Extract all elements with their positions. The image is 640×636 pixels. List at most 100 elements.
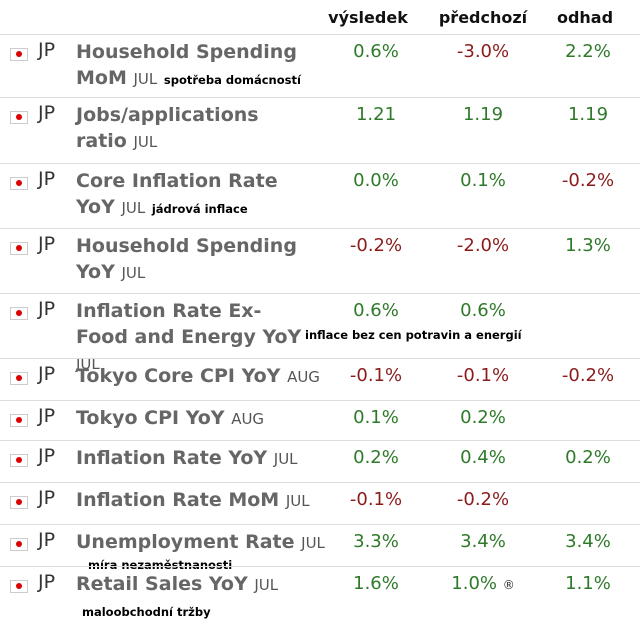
previous-value: -3.0%	[456, 41, 510, 62]
actual-value: -0.2%	[349, 235, 403, 256]
value-cell: 2.2%	[565, 41, 611, 62]
actual-value: 0.6%	[353, 300, 399, 321]
period: JUL	[133, 70, 158, 88]
column-header: výsledek	[328, 8, 408, 27]
previous-value: -2.0%	[456, 235, 510, 256]
country-code: JP	[38, 529, 56, 551]
value-cell: -0.2%	[562, 170, 614, 191]
value-cell: 1.0% ®	[451, 573, 514, 594]
actual-value: 0.1%	[353, 407, 399, 428]
period: JUL	[301, 534, 325, 552]
column-header: předchozí	[438, 8, 528, 27]
indicator-name: Household Spending MoM JUL spotřeba domá…	[76, 39, 306, 93]
value-cell: 1.6%	[353, 573, 399, 594]
value-cell: 0.6%	[353, 300, 399, 321]
period: JUL	[273, 450, 298, 468]
indicator-title: Inflation Rate Ex-Food and Energy YoY	[76, 300, 302, 348]
table-row: JP Retail Sales YoY JUL maloobchodní tržby…	[0, 566, 640, 636]
period: JUL	[121, 199, 146, 217]
value-cell: 1.21	[356, 104, 396, 125]
period: JUL	[76, 355, 100, 373]
column-header: odhad	[556, 8, 614, 27]
table-row: JP Household Spending MoM JUL spotřeba do…	[0, 34, 640, 98]
value-cell: 0.6%	[460, 300, 506, 321]
indicator-name: Jobs/applications ratio JUL	[76, 102, 316, 155]
country-code: JP	[38, 39, 56, 61]
value-cell: 0.2%	[353, 447, 399, 468]
value-cell: 0.2%	[565, 447, 611, 468]
value-cell: 0.1%	[460, 170, 506, 191]
forecast-value: 1.3%	[565, 235, 611, 256]
previous-value: -0.1%	[456, 365, 510, 386]
indicator-title: Inflation Rate YoY	[76, 447, 268, 469]
flag-icon	[10, 111, 28, 124]
forecast-value: 1.19	[567, 104, 609, 125]
indicator-name: Inflation Rate Ex-Food and Energy YoY JU…	[76, 298, 306, 377]
actual-value: 3.3%	[353, 531, 399, 552]
flag-icon	[10, 496, 28, 509]
indicator-name: Tokyo Core CPI YoY AUG	[76, 363, 406, 390]
value-cell: -0.1%	[350, 365, 402, 386]
country-code: JP	[38, 487, 56, 509]
indicator-name: Inflation Rate MoM JUL	[76, 487, 406, 514]
actual-value: -0.1%	[349, 365, 403, 386]
previous-value: 3.4%	[460, 531, 506, 552]
previous-value: 0.1%	[460, 170, 506, 191]
value-cell: 3.4%	[565, 531, 611, 552]
forecast-value: 3.4%	[565, 531, 611, 552]
forecast-value: -0.2%	[561, 365, 615, 386]
note: maloobchodní tržby	[82, 605, 211, 619]
actual-value: 0.0%	[353, 170, 399, 191]
country-code: JP	[38, 233, 56, 255]
value-cell: -0.1%	[350, 489, 402, 510]
actual-value: -0.1%	[349, 489, 403, 510]
indicator-name: Household Spending YoY JUL	[76, 233, 306, 286]
previous-value: 1.0%	[451, 573, 497, 594]
value-cell: 0.4%	[460, 447, 506, 468]
indicator-title: Household Spending MoM	[76, 41, 297, 89]
period: JUL	[133, 133, 158, 151]
flag-icon	[10, 48, 28, 61]
indicator-title: Jobs/applications ratio	[76, 104, 259, 152]
table-row: JP Tokyo CPI YoY AUG 0.1% 0.2%	[0, 400, 640, 441]
value-cell: 0.2%	[460, 407, 506, 428]
previous-value: -0.2%	[456, 489, 510, 510]
indicator-title: Household Spending YoY	[76, 235, 297, 283]
value-cell: 1.19	[463, 104, 503, 125]
previous-value: 0.2%	[460, 407, 506, 428]
revised-mark: ®	[502, 578, 515, 592]
table-row: JP Unemployment Rate JUL míra nezaměstnano…	[0, 524, 640, 572]
period: AUG	[287, 368, 320, 386]
forecast-value: -0.2%	[561, 170, 615, 191]
indicator-title: Tokyo Core CPI YoY	[76, 365, 281, 387]
flag-icon	[10, 242, 28, 255]
table-row: JP Tokyo Core CPI YoY AUG -0.1% -0.1% -0.2%	[0, 358, 640, 401]
indicator-title: Retail Sales YoY	[76, 573, 248, 595]
indicator-title: Inflation Rate MoM	[76, 489, 280, 511]
flag-icon	[10, 454, 28, 467]
value-cell: 0.1%	[353, 407, 399, 428]
country-code: JP	[38, 168, 56, 190]
flag-icon	[10, 177, 28, 190]
note: míra nezaměstnanosti	[88, 558, 233, 572]
value-cell: -0.2%	[457, 489, 509, 510]
table-row: JP Inflation Rate MoM JUL -0.1% -0.2%	[0, 482, 640, 525]
country-code: JP	[38, 363, 56, 385]
previous-value: 1.19	[462, 104, 504, 125]
actual-value: 0.2%	[353, 447, 399, 468]
table-row: JP Inflation Rate YoY JUL 0.2% 0.4% 0.2%	[0, 440, 640, 483]
flag-icon	[10, 414, 28, 427]
country-code: JP	[38, 405, 56, 427]
country-code: JP	[38, 298, 56, 320]
period: JUL	[121, 264, 146, 282]
value-cell: 3.4%	[460, 531, 506, 552]
indicator-title: Unemployment Rate	[76, 531, 295, 553]
previous-value: 0.4%	[460, 447, 506, 468]
actual-value: 0.6%	[353, 41, 399, 62]
table-row: JP Core Inflation Rate YoY JUL jádrová in…	[0, 163, 640, 229]
indicator-name: Unemployment Rate JUL	[76, 529, 406, 556]
forecast-value: 2.2%	[565, 41, 611, 62]
actual-value: 1.21	[355, 104, 397, 125]
flag-icon	[10, 580, 28, 593]
value-cell: -2.0%	[457, 235, 509, 256]
